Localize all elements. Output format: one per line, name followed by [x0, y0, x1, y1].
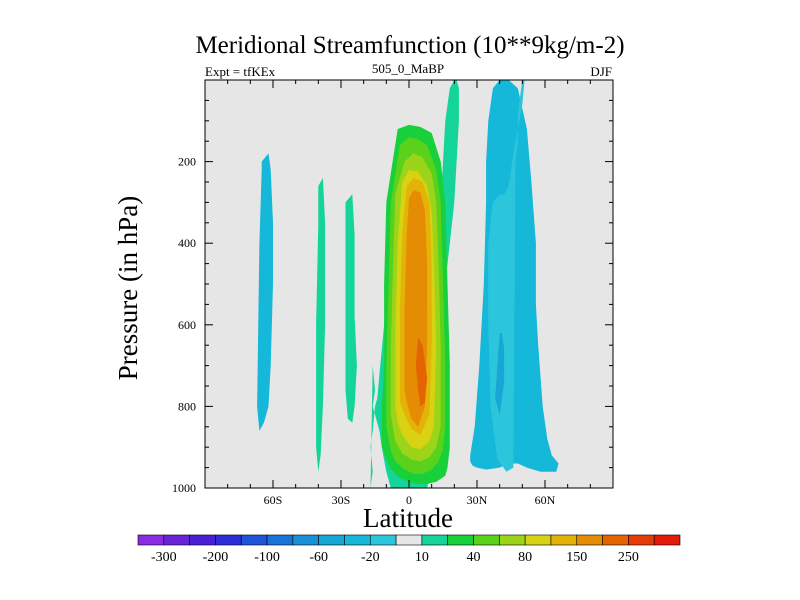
colorbar-box	[240, 534, 268, 546]
colorbar-label: 80	[518, 550, 532, 565]
colorbar-box	[602, 534, 629, 546]
season-label: DJF	[590, 64, 612, 79]
colorbar-box	[163, 534, 190, 546]
colorbar-box	[369, 534, 397, 546]
colorbar-label: 150	[566, 550, 587, 565]
contour-region-13	[345, 194, 357, 423]
y-axis-title: Pressure (in hPa)	[113, 196, 143, 380]
contour-fills	[257, 80, 559, 488]
y-tick-label: 1000	[172, 481, 196, 495]
y-tick-label: 600	[178, 318, 196, 332]
colorbar-box	[473, 534, 500, 546]
colorbar-label: -300	[151, 550, 177, 565]
contour-region-7	[415, 337, 428, 407]
contour-region-10	[495, 333, 505, 415]
colorbar-label: 40	[467, 550, 481, 565]
x-tick-label: 30S	[332, 493, 351, 507]
colorbar-label: 250	[618, 550, 639, 565]
x-tick-label: 60S	[264, 493, 283, 507]
colorbar-label: -200	[203, 550, 229, 565]
colorbar-box	[395, 534, 423, 546]
colorbar-box	[215, 534, 242, 546]
colorbar-box	[344, 534, 371, 546]
y-tick-label: 200	[178, 155, 196, 169]
colorbar-label: -100	[254, 550, 280, 565]
experiment-label: Expt = tfKEx	[205, 64, 276, 79]
colorbar-box	[653, 534, 681, 546]
colorbar-box	[447, 534, 474, 546]
colorbar-label: -60	[309, 550, 328, 565]
colorbar-box	[292, 534, 319, 546]
plot-area: 60S 30S 0 30N 60N 200 400 600 800 1000	[172, 79, 614, 507]
contour-region-12	[316, 177, 326, 472]
colorbar-box	[499, 534, 526, 546]
colorbar-box	[318, 534, 345, 546]
y-tick-label: 400	[178, 236, 196, 250]
colorbar-box	[550, 534, 578, 546]
x-tick-label: 0	[406, 493, 412, 507]
x-tick-label: 30N	[467, 493, 488, 507]
colorbar: -300 -200 -100 -60 -20 10 40 80 150 250	[137, 534, 681, 565]
axis-ticks: 60S 30S 0 30N 60N 200 400 600 800 1000	[172, 80, 613, 507]
colorbar-box	[576, 534, 603, 546]
colorbar-label: -20	[361, 550, 380, 565]
colorbar-box	[266, 534, 294, 546]
chart-title: Meridional Streamfunction (10**9kg/m-2)	[195, 32, 624, 59]
colorbar-box	[189, 534, 216, 546]
case-label: 505_0_MaBP	[372, 61, 444, 76]
colorbar-box	[628, 534, 655, 546]
contour-region-11	[257, 153, 273, 431]
x-axis-title: Latitude	[363, 503, 453, 533]
colorbar-box	[421, 534, 449, 546]
x-tick-label: 60N	[535, 493, 556, 507]
colorbar-label: 10	[415, 550, 429, 565]
colorbar-box	[524, 534, 552, 546]
y-tick-label: 800	[178, 399, 196, 413]
colorbar-box	[137, 534, 165, 546]
